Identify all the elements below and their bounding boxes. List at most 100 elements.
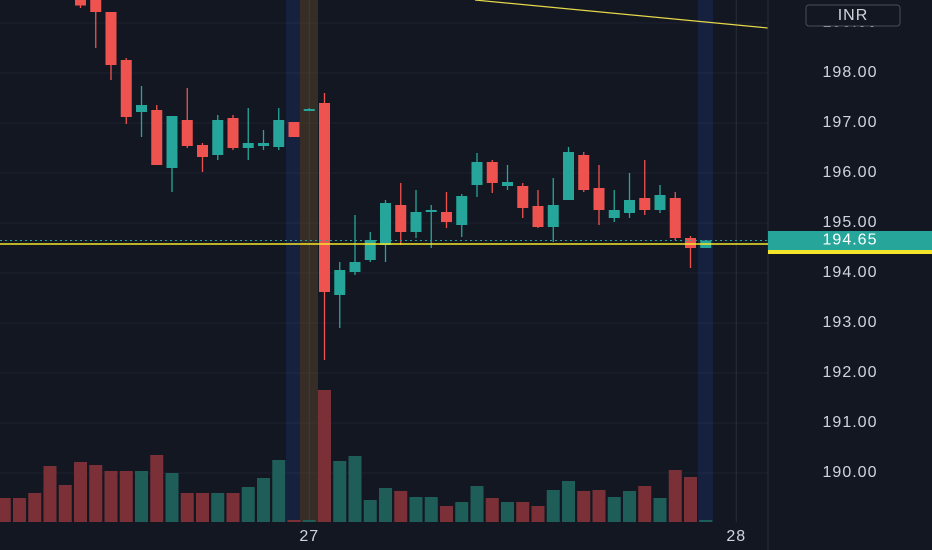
candle-body <box>151 110 163 165</box>
candle-body <box>685 238 696 248</box>
volume-bar <box>0 498 11 522</box>
x-tick-label: 28 <box>726 528 746 545</box>
volume-bar <box>43 466 57 522</box>
last-price-label: 194.65 <box>823 232 878 249</box>
candle-body <box>624 200 635 213</box>
volume-bar <box>13 498 26 522</box>
volume-bar <box>546 490 560 522</box>
volume-bar <box>302 520 316 522</box>
volume-bar <box>196 493 209 522</box>
volume-bar <box>180 493 194 522</box>
volume-bar <box>440 506 453 522</box>
candle-body <box>654 195 666 210</box>
candle-body <box>364 240 376 260</box>
volume-bar <box>333 461 347 522</box>
volume-bar <box>424 497 438 522</box>
volume-bar <box>318 390 331 522</box>
candle-body <box>349 262 361 272</box>
candle-body <box>197 145 208 157</box>
price-axis: 190.00 191.00 192.00 193.00 194.00 195.00 196.… <box>823 14 878 481</box>
candle-body <box>456 196 468 225</box>
currency-box[interactable] <box>805 4 901 27</box>
candle-body <box>410 212 422 232</box>
y-tick-label: 196.00 <box>823 164 878 181</box>
y-tick-label: 197.00 <box>823 114 878 131</box>
volume-bar <box>455 502 469 522</box>
volume-bar <box>699 520 713 522</box>
candle-body <box>593 188 605 210</box>
candle-body <box>380 203 391 245</box>
candle-body <box>563 152 574 200</box>
candle-body <box>75 0 86 6</box>
volume-bar <box>119 471 133 522</box>
candle-body <box>486 162 498 183</box>
candle-body <box>258 143 269 146</box>
horizontal-line-marker <box>768 249 932 254</box>
volume-bar <box>531 506 545 522</box>
candle-body <box>181 120 193 146</box>
y-tick-label: 193.00 <box>823 314 878 331</box>
candle-body <box>90 0 102 13</box>
volume-bar <box>638 486 652 522</box>
volume-bar <box>58 485 72 522</box>
volume-bar <box>74 462 87 522</box>
volume-bar <box>211 493 225 522</box>
candle-body <box>166 116 178 168</box>
x-tick-label: 27 <box>299 528 319 545</box>
candle-body <box>136 105 147 112</box>
candle-body <box>334 270 346 295</box>
session-band <box>698 0 713 522</box>
candle-body <box>517 186 529 208</box>
candle-body <box>319 103 330 292</box>
plot-area <box>0 0 713 522</box>
volume-bar <box>379 488 392 522</box>
volume-bar <box>607 497 621 522</box>
volume-bar <box>516 502 530 522</box>
volume-bar <box>668 470 682 522</box>
volume-bar <box>165 473 179 522</box>
volume-bar <box>577 491 591 522</box>
volume-bar <box>272 460 286 522</box>
volume-bar <box>150 455 164 522</box>
volume-bar <box>348 456 362 522</box>
volume-bar <box>409 497 423 522</box>
last-price-box <box>768 231 932 250</box>
y-tick-label: 198.00 <box>823 64 878 81</box>
candle-body <box>212 120 224 155</box>
candle-body <box>441 212 452 222</box>
session-band <box>286 0 300 522</box>
y-tick-label: 194.00 <box>823 264 878 281</box>
candle-body <box>395 205 407 232</box>
volume-bar <box>135 471 148 522</box>
candle-body <box>547 205 559 227</box>
candle-body <box>273 120 285 147</box>
volume-bar <box>501 502 514 522</box>
volume-bar <box>226 493 240 522</box>
volume-bar <box>241 487 255 522</box>
y-tick-label: 192.00 <box>823 364 878 381</box>
volume-bar <box>562 481 575 522</box>
volume-bar <box>28 493 42 522</box>
y-tick-label: 190.00 <box>823 464 878 481</box>
candle-body <box>532 206 544 227</box>
candle-body <box>669 198 681 238</box>
volume-bar <box>623 491 636 522</box>
y-tick-label: 195.00 <box>823 214 878 231</box>
volume-bar <box>89 465 103 522</box>
currency-button[interactable]: INR <box>805 4 901 27</box>
currency-label[interactable]: INR <box>838 7 869 24</box>
candle-body <box>242 143 254 148</box>
candle-body <box>578 155 590 190</box>
candle-body <box>288 122 300 137</box>
volume-bar <box>592 490 606 522</box>
volume-bar <box>485 498 499 522</box>
volume-bar <box>104 471 118 522</box>
candle-body <box>120 60 132 117</box>
y-tick-label: 191.00 <box>823 414 878 431</box>
candle-body <box>303 109 315 111</box>
volume-bar <box>653 498 667 522</box>
volume-bar <box>684 477 697 522</box>
volume-bar <box>363 500 377 522</box>
